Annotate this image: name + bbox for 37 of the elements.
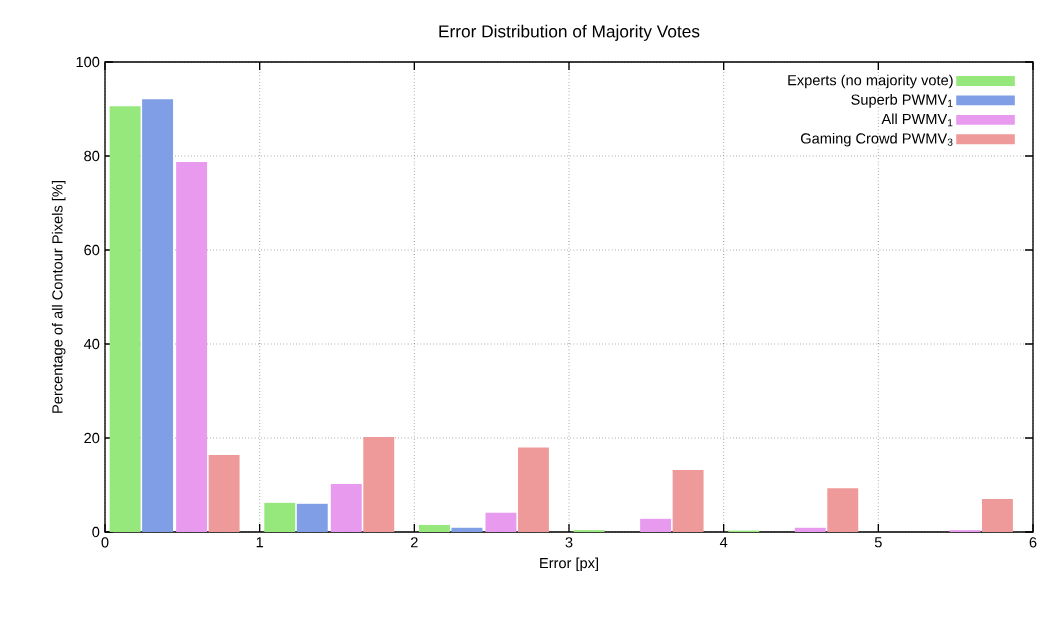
bar bbox=[794, 527, 826, 532]
bar bbox=[517, 447, 549, 532]
x-tick-label: 4 bbox=[719, 537, 728, 548]
bar bbox=[451, 527, 483, 532]
legend-label: All PWMV$_{1}$ bbox=[881, 113, 953, 127]
y-tick-label: 20 bbox=[84, 432, 100, 444]
legend-label: Experts (no majority vote) bbox=[788, 74, 953, 89]
bar bbox=[485, 512, 517, 532]
bar bbox=[418, 524, 450, 532]
x-tick-label: 5 bbox=[874, 537, 882, 548]
bar bbox=[264, 502, 296, 532]
y-tick-label: 0 bbox=[92, 526, 100, 538]
x-tick-label: 2 bbox=[411, 537, 418, 548]
bar bbox=[208, 454, 240, 532]
bar bbox=[640, 518, 672, 532]
x-tick-label: 0 bbox=[101, 537, 109, 548]
bar bbox=[672, 469, 704, 532]
y-tick-label: 100 bbox=[76, 56, 100, 68]
y-tick-label: 80 bbox=[84, 150, 100, 162]
chart-title: Error Distribution of Majority Votes bbox=[439, 24, 700, 41]
bar bbox=[296, 503, 328, 532]
x-tick-label: 3 bbox=[565, 537, 573, 548]
y-axis-title: Percentage of all Contour Pixels [%] bbox=[51, 181, 66, 413]
bar bbox=[330, 484, 362, 532]
x-tick-label: 1 bbox=[256, 537, 264, 548]
legend-label: Gaming Crowd PWMV$_{3}$ bbox=[801, 132, 953, 147]
legend-label: Superb PWMV$_{1}$ bbox=[851, 94, 953, 108]
bar bbox=[827, 488, 859, 532]
y-tick-label: 40 bbox=[83, 338, 100, 350]
x-axis-title: Error [px] bbox=[540, 557, 598, 572]
y-tick-label: 60 bbox=[84, 244, 100, 256]
bar bbox=[176, 162, 208, 532]
bar bbox=[363, 437, 395, 532]
bar bbox=[981, 499, 1013, 532]
x-tick-label: 6 bbox=[1029, 537, 1037, 548]
bar bbox=[142, 99, 174, 532]
bar bbox=[109, 106, 141, 532]
